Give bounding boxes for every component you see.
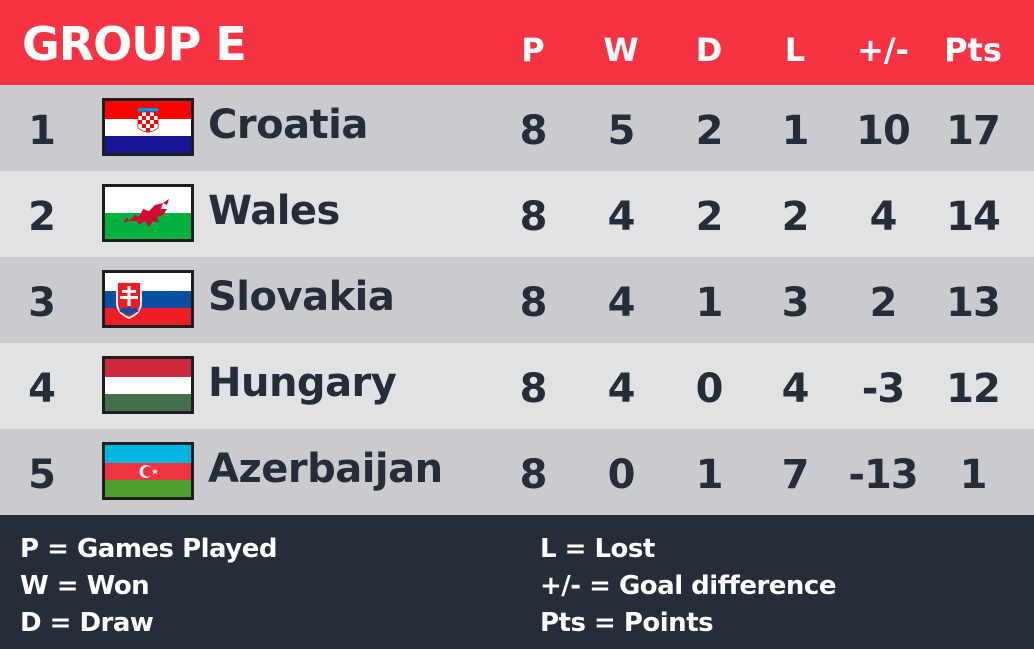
legend-goal-difference: +/- = Goal difference xyxy=(540,571,836,601)
team-name: Slovakia xyxy=(208,274,395,320)
legend-won: W = Won xyxy=(20,571,150,601)
standings-row: 5 Azerbaijan 8 0 1 7 -13 1 xyxy=(0,429,1034,515)
slovakia-flag-icon xyxy=(102,270,194,328)
stat-played: 8 xyxy=(519,194,548,240)
column-header-played: P xyxy=(521,31,545,69)
legend-lost: L = Lost xyxy=(540,534,655,564)
stat-points: 12 xyxy=(946,366,1001,412)
rank: 5 xyxy=(28,452,56,498)
stat-draw: 1 xyxy=(695,280,724,326)
stat-played: 8 xyxy=(519,452,548,498)
standings-row: 4 Hungary 8 4 0 4 -3 12 xyxy=(0,343,1034,429)
stat-played: 8 xyxy=(519,366,548,412)
hungary-flag-icon xyxy=(102,356,194,414)
column-header-draw: D xyxy=(695,31,723,69)
stat-goal-difference: 10 xyxy=(856,108,911,154)
stat-points: 13 xyxy=(946,280,1001,326)
stat-won: 0 xyxy=(607,452,636,498)
stat-draw: 2 xyxy=(695,108,724,154)
team-name: Wales xyxy=(208,188,340,234)
rank: 4 xyxy=(28,366,56,412)
team-name: Croatia xyxy=(208,102,368,148)
stat-draw: 2 xyxy=(695,194,724,240)
column-header-won: W xyxy=(603,31,639,69)
team-name: Azerbaijan xyxy=(208,446,443,492)
stat-points: 14 xyxy=(946,194,1001,240)
rank: 1 xyxy=(28,108,56,154)
stat-won: 4 xyxy=(607,280,636,326)
stat-points: 1 xyxy=(959,452,988,498)
rank: 3 xyxy=(28,280,56,326)
stat-goal-difference: -13 xyxy=(848,452,918,498)
team-name: Hungary xyxy=(208,360,397,406)
stat-lost: 3 xyxy=(781,280,810,326)
group-header: GROUP E P W D L +/- Pts xyxy=(0,0,1034,85)
wales-flag-icon xyxy=(102,184,194,242)
stat-won: 5 xyxy=(607,108,636,154)
stat-draw: 1 xyxy=(695,452,724,498)
stat-goal-difference: 4 xyxy=(869,194,898,240)
stat-draw: 0 xyxy=(695,366,724,412)
stat-goal-difference: -3 xyxy=(861,366,905,412)
stat-lost: 4 xyxy=(781,366,810,412)
standings-row: 1 Croatia 8 5 2 1 10 17 xyxy=(0,85,1034,171)
stat-won: 4 xyxy=(607,194,636,240)
legend-points: Pts = Points xyxy=(540,608,714,638)
stat-points: 17 xyxy=(946,108,1001,154)
croatia-flag-icon xyxy=(102,98,194,156)
column-header-lost: L xyxy=(784,31,806,69)
standings-row: 2 Wales 8 4 2 2 4 14 xyxy=(0,171,1034,257)
legend: P = Games Played W = Won D = Draw L = Lo… xyxy=(0,518,1034,649)
column-header-points: Pts xyxy=(944,31,1002,69)
stat-goal-difference: 2 xyxy=(869,280,898,326)
stat-lost: 7 xyxy=(781,452,810,498)
column-header-goal-difference: +/- xyxy=(857,31,909,69)
stat-lost: 2 xyxy=(781,194,810,240)
standings-row: 3 Slovakia 8 4 1 3 2 13 xyxy=(0,257,1034,343)
group-title: GROUP E xyxy=(22,17,247,71)
stat-won: 4 xyxy=(607,366,636,412)
azerbaijan-flag-icon xyxy=(102,442,194,500)
stat-played: 8 xyxy=(519,280,548,326)
legend-played: P = Games Played xyxy=(20,534,278,564)
stat-played: 8 xyxy=(519,108,548,154)
legend-draw: D = Draw xyxy=(20,608,154,638)
stat-lost: 1 xyxy=(781,108,810,154)
rank: 2 xyxy=(28,194,56,240)
